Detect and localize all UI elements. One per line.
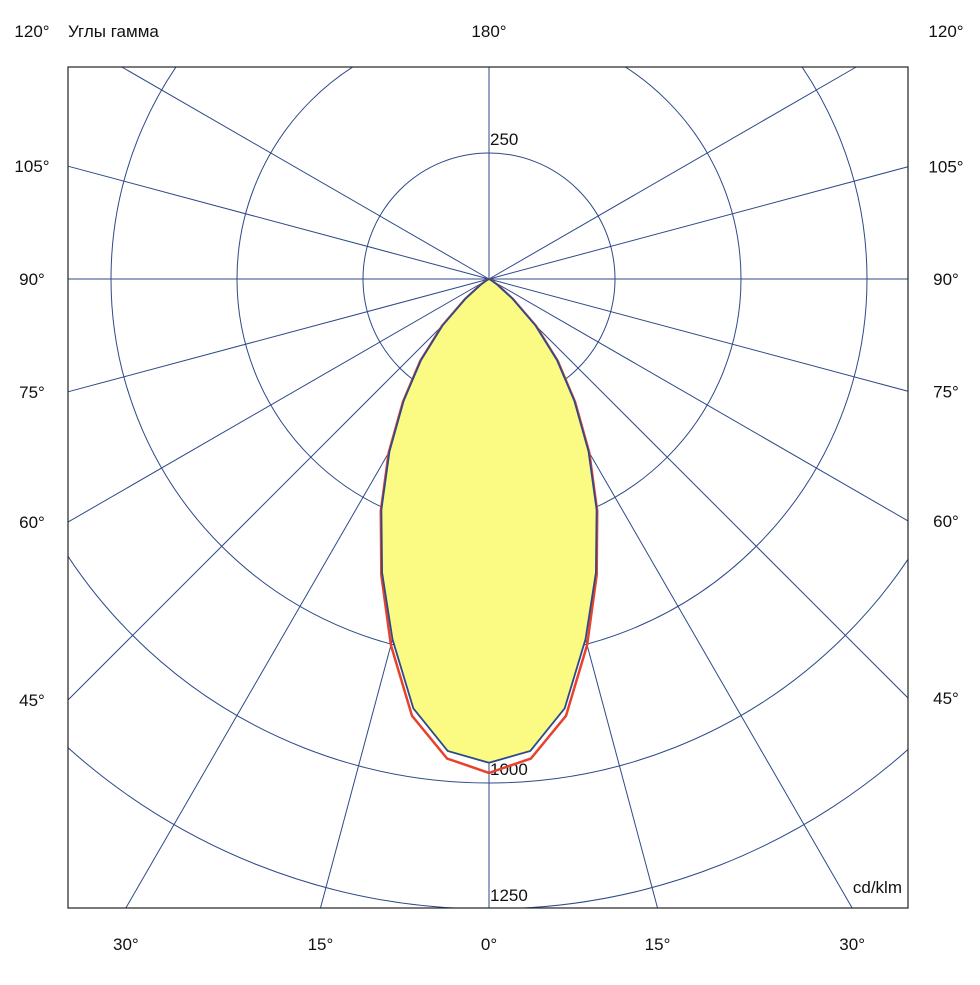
chart-title: Углы гамма: [68, 22, 159, 41]
angle-label: 120°: [14, 22, 49, 41]
r-tick-label: 250: [490, 130, 518, 149]
grid-spoke: [488, 278, 909, 522]
angle-label: 45°: [933, 689, 959, 708]
angle-label: 15°: [645, 935, 671, 954]
angle-label: 90°: [933, 270, 959, 289]
angle-label: 90°: [19, 270, 45, 289]
angle-label: 120°: [928, 22, 963, 41]
intensity-curve: [488, 278, 598, 764]
angle-label: 45°: [19, 691, 45, 710]
angle-label: 15°: [308, 935, 334, 954]
r-tick-label: 1250: [490, 886, 528, 905]
angle-label: 180°: [471, 22, 506, 41]
angle-label: 60°: [19, 513, 45, 532]
angle-label: 105°: [14, 157, 49, 176]
grid-spoke: [67, 278, 490, 523]
angle-label: 30°: [113, 935, 139, 954]
grid-spoke: [67, 278, 490, 393]
grid-spoke: [488, 278, 909, 392]
angle-label: 60°: [933, 512, 959, 531]
grid-spoke: [488, 278, 909, 699]
r-tick-label: 1000: [490, 760, 528, 779]
angle-label: 75°: [19, 383, 45, 402]
grid-spoke: [488, 166, 909, 280]
angle-label: 105°: [928, 158, 963, 177]
angle-label: 0°: [481, 935, 497, 954]
intensity-curve: [380, 278, 490, 764]
angle-label: 30°: [839, 935, 865, 954]
grid-spoke: [121, 66, 490, 280]
angle-label: 75°: [933, 382, 959, 401]
grid-spoke: [67, 165, 490, 280]
grid-spoke: [488, 66, 857, 280]
plot-frame: [67, 66, 909, 909]
grid-spoke: [67, 278, 490, 701]
unit-label: cd/klm: [853, 878, 902, 897]
